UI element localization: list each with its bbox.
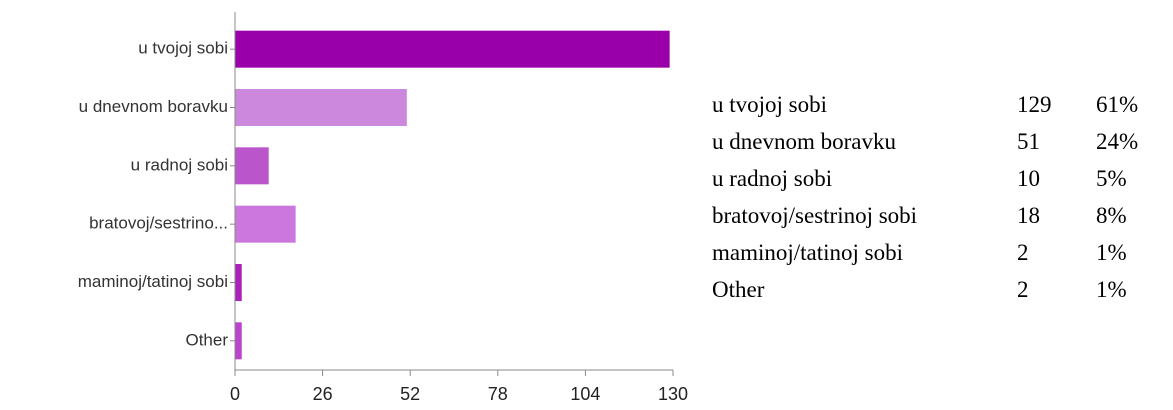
bar-chart: u tvojoj sobi u dnevnom boravku u radnoj s… [78,12,688,404]
axes-group [230,12,674,376]
summary-table-body: u tvojoj sobi 129 61% u dnevnom boravku 51 24… [712,86,1156,308]
summary-percent: 5% [1096,166,1127,191]
summary-row: maminoj/tatinoj sobi 2 1% [712,234,1156,271]
summary-count: 18 [1017,203,1040,228]
bar [235,264,242,301]
summary-label: maminoj/tatinoj sobi [712,240,904,265]
bars-group [235,30,670,360]
summary-label: u dnevnom boravku [712,129,896,154]
bar [235,205,296,243]
summary-label: u tvojoj sobi [712,92,828,117]
category-labels: u tvojoj sobi u dnevnom boravku u radnoj s… [78,39,229,350]
summary-count: 129 [1017,92,1052,117]
summary-label: u radnoj sobi [712,166,833,191]
summary-percent: 1% [1096,240,1127,265]
bar [235,322,242,360]
summary-count: 51 [1017,129,1040,154]
x-tick-label: 0 [230,384,240,404]
x-axis-ticks: 0 26 52 78 104 130 [230,384,688,404]
summary-label: Other [712,277,765,302]
summary-row: bratovoj/sestrinoj sobi 18 8% [712,197,1156,234]
bar [235,147,269,185]
bar [235,89,407,126]
summary-row: u tvojoj sobi 129 61% [712,86,1156,123]
x-tick-label: 104 [570,384,600,404]
x-tick-label: 52 [400,384,420,404]
summary-percent: 8% [1096,203,1127,228]
summary-percent: 24% [1096,129,1139,154]
summary-label: bratovoj/sestrinoj sobi [712,203,918,228]
summary-percent: 61% [1096,92,1139,117]
summary-count: 2 [1017,277,1029,302]
category-label: u dnevnom boravku [79,97,228,116]
category-label: bratovoj/sestrino... [89,214,228,233]
summary-row: u radnoj sobi 10 5% [712,160,1156,197]
x-tick-label: 130 [658,384,688,404]
summary-row: Other 2 1% [712,271,1156,308]
summary-row: u dnevnom boravku 51 24% [712,123,1156,160]
x-tick-label: 26 [313,384,333,404]
summary-count: 2 [1017,240,1029,265]
bar [235,30,670,68]
x-tick-label: 78 [488,384,508,404]
summary-table: u tvojoj sobi 129 61% u dnevnom boravku 51 24… [712,86,1156,308]
category-label: Other [185,330,228,349]
summary-count: 10 [1017,166,1040,191]
category-label: u radnoj sobi [131,155,228,174]
summary-percent: 1% [1096,277,1127,302]
category-label: maminoj/tatinoj sobi [78,272,228,291]
category-label: u tvojoj sobi [138,39,228,58]
